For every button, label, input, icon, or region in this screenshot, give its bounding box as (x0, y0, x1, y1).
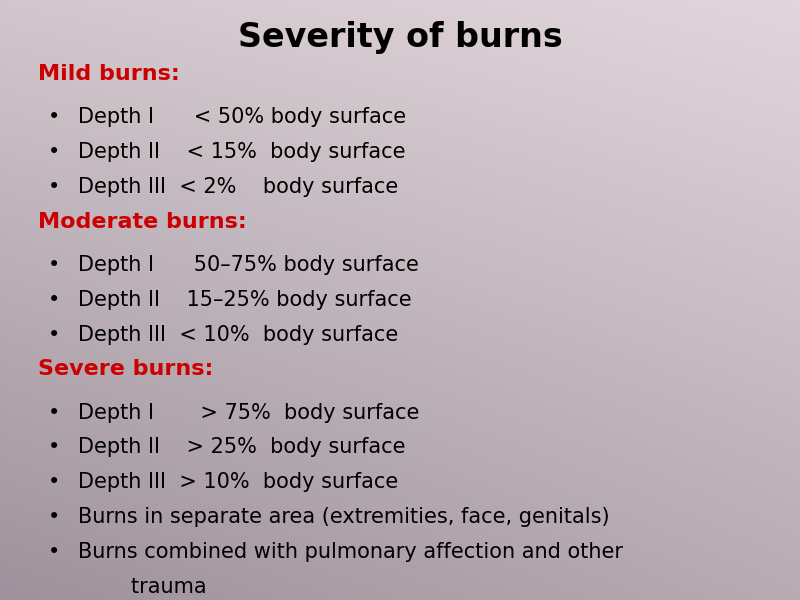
Text: Mild burns:: Mild burns: (38, 64, 180, 84)
Text: Severity of burns: Severity of burns (238, 21, 562, 54)
Text: •: • (48, 437, 60, 457)
Text: •: • (48, 255, 60, 275)
Text: •: • (48, 107, 60, 127)
Text: •: • (48, 403, 60, 422)
Text: •: • (48, 290, 60, 310)
Text: •: • (48, 325, 60, 344)
Text: Depth II    < 15%  body surface: Depth II < 15% body surface (78, 142, 406, 162)
Text: Severe burns:: Severe burns: (38, 359, 214, 379)
Text: •: • (48, 542, 60, 562)
Text: Depth I       > 75%  body surface: Depth I > 75% body surface (78, 403, 420, 422)
Text: trauma: trauma (78, 577, 207, 596)
Text: Depth II    > 25%  body surface: Depth II > 25% body surface (78, 437, 406, 457)
Text: •: • (48, 177, 60, 197)
Text: Burns combined with pulmonary affection and other: Burns combined with pulmonary affection … (78, 542, 623, 562)
Text: •: • (48, 142, 60, 162)
Text: Moderate burns:: Moderate burns: (38, 212, 247, 232)
Text: Depth I      < 50% body surface: Depth I < 50% body surface (78, 107, 406, 127)
Text: Burns in separate area (extremities, face, genitals): Burns in separate area (extremities, fac… (78, 507, 610, 527)
Text: Depth II    15–25% body surface: Depth II 15–25% body surface (78, 290, 412, 310)
Text: Depth III  > 10%  body surface: Depth III > 10% body surface (78, 472, 398, 492)
Text: Depth I      50–75% body surface: Depth I 50–75% body surface (78, 255, 419, 275)
Text: Depth III  < 10%  body surface: Depth III < 10% body surface (78, 325, 398, 344)
Text: •: • (48, 507, 60, 527)
Text: •: • (48, 472, 60, 492)
Text: Depth III  < 2%    body surface: Depth III < 2% body surface (78, 177, 398, 197)
